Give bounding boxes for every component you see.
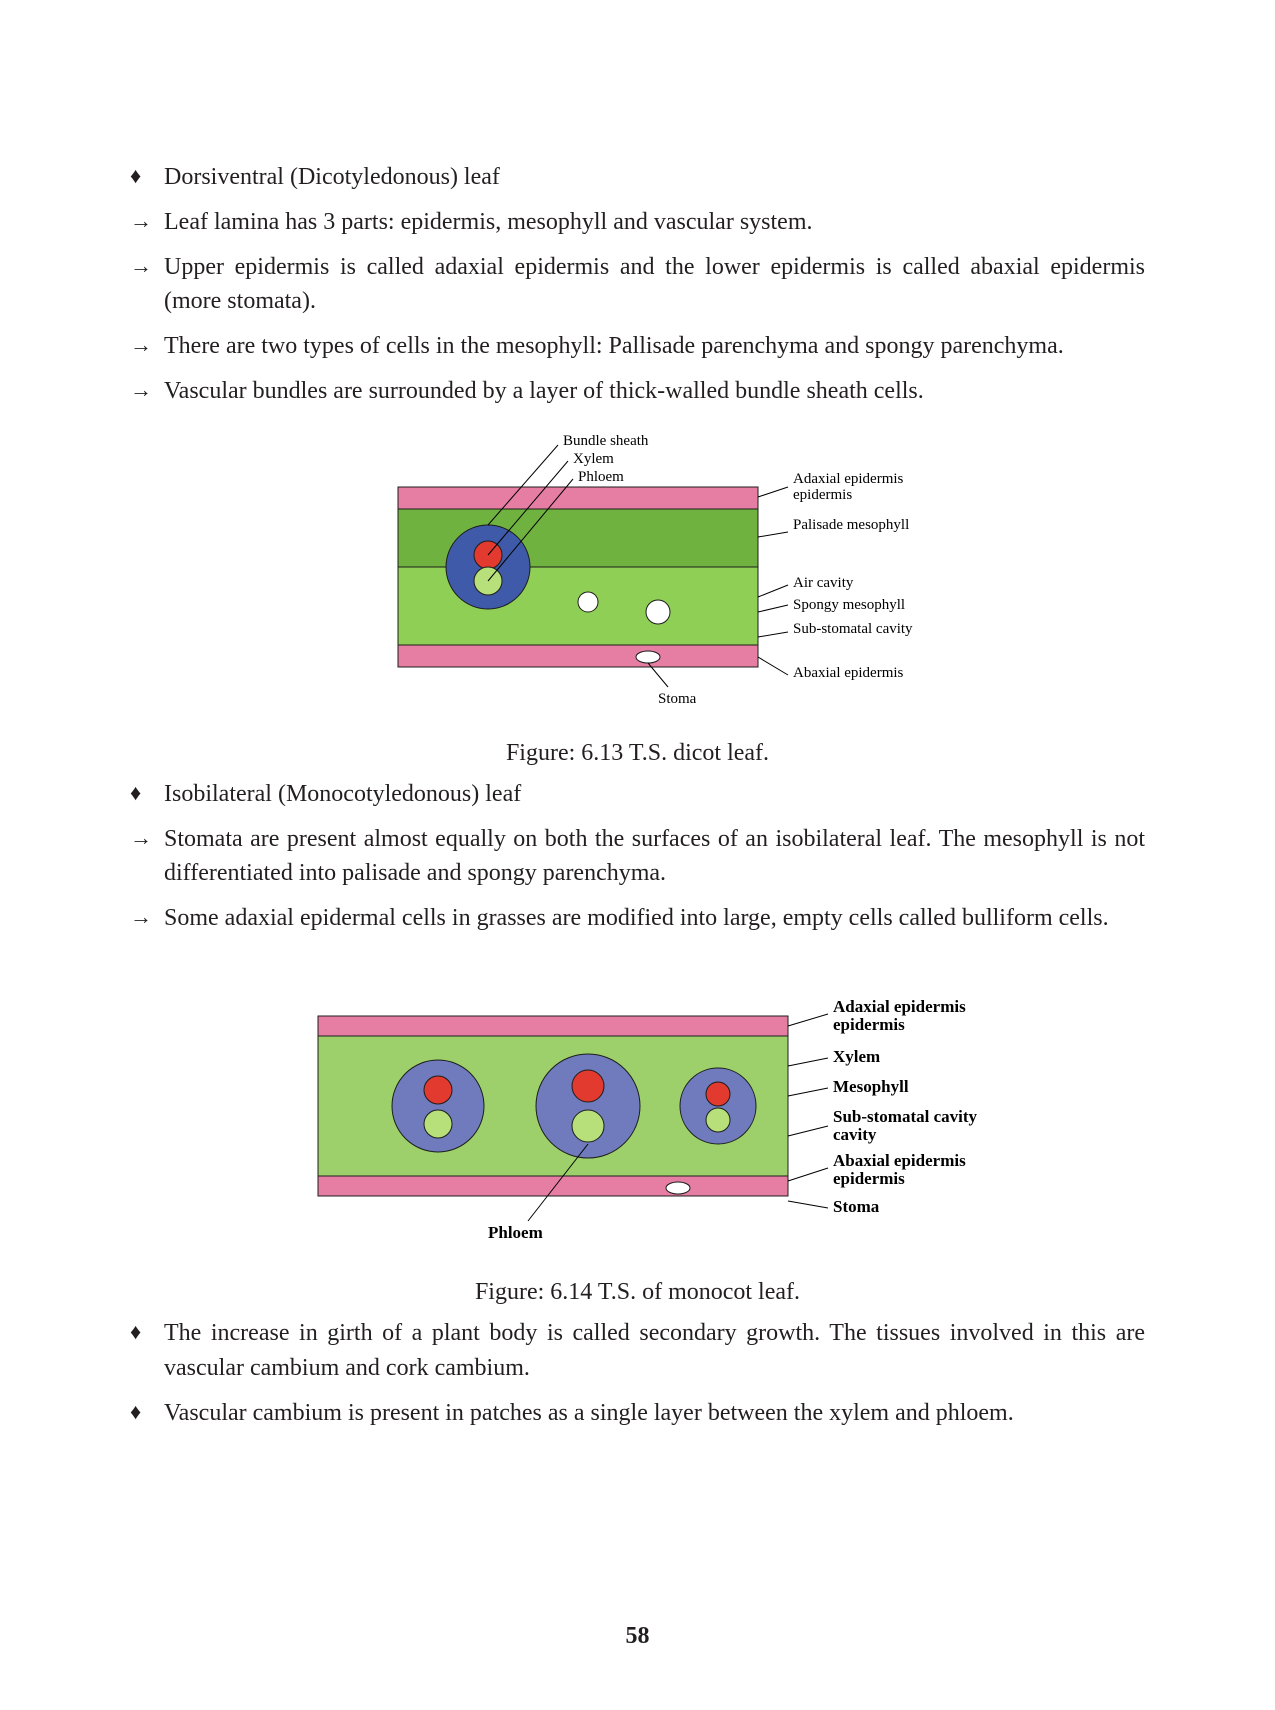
figure1-caption: Figure: 6.13 T.S. dicot leaf. xyxy=(130,740,1145,767)
figure-dicot-leaf: Bundle sheath Xylem Phloem Adaxial epide… xyxy=(130,427,1145,767)
label-air-cavity: Air cavity xyxy=(793,575,854,591)
bullet-text: Upper epidermis is called adaxial epider… xyxy=(164,250,1145,320)
bullet-text: Vascular cambium is present in patches a… xyxy=(164,1396,1145,1431)
label-palisade: Palisade mesophyll xyxy=(793,517,909,533)
label-adaxial: Adaxial epidermis xyxy=(793,471,904,487)
dicot-leaf-svg: Bundle sheath Xylem Phloem Adaxial epide… xyxy=(358,427,918,727)
label-xylem: Xylem xyxy=(833,1047,880,1066)
list-item: → Leaf lamina has 3 parts: epidermis, me… xyxy=(130,205,1145,240)
label-abaxial: Abaxial epidermis xyxy=(833,1151,966,1170)
bullet-marker: ♦ xyxy=(130,1396,164,1428)
label-stoma: Stoma xyxy=(833,1197,880,1216)
svg-text:epidermis: epidermis xyxy=(833,1169,905,1188)
figure2-caption: Figure: 6.14 T.S. of monocot leaf. xyxy=(130,1279,1145,1306)
label-abaxial: Abaxial epidermis xyxy=(793,665,904,681)
bullet-marker: ♦ xyxy=(130,777,164,809)
list-item: → Some adaxial epidermal cells in grasse… xyxy=(130,901,1145,936)
label-adaxial: Adaxial epidermis xyxy=(833,997,966,1016)
bullet-text: Stomata are present almost equally on bo… xyxy=(164,822,1145,892)
label-xylem: Xylem xyxy=(573,451,614,467)
page: ♦ Dorsiventral (Dicotyledonous) leaf → L… xyxy=(0,0,1275,1710)
bullets-top: ♦ Dorsiventral (Dicotyledonous) leaf → L… xyxy=(130,160,1145,409)
page-number: 58 xyxy=(0,1623,1275,1650)
bullet-marker: → xyxy=(130,374,164,406)
list-item: ♦ Vascular cambium is present in patches… xyxy=(130,1396,1145,1431)
list-item: → Stomata are present almost equally on … xyxy=(130,822,1145,892)
svg-text:epidermis: epidermis xyxy=(833,1015,905,1034)
svg-text:cavity: cavity xyxy=(833,1125,877,1144)
bullet-text: There are two types of cells in the meso… xyxy=(164,329,1145,364)
bullet-marker: ♦ xyxy=(130,1316,164,1348)
monocot-leaf-svg: Adaxial epidermis epidermis Xylem Mesoph… xyxy=(278,976,998,1256)
bullet-text: Leaf lamina has 3 parts: epidermis, meso… xyxy=(164,205,1145,240)
label-sub-stomatal: Sub-stomatal cavity xyxy=(833,1107,978,1126)
label-phloem: Phloem xyxy=(488,1223,543,1242)
bullet-text: Vascular bundles are surrounded by a lay… xyxy=(164,374,1145,409)
list-item: ♦ Isobilateral (Monocotyledonous) leaf xyxy=(130,777,1145,812)
list-item: → Upper epidermis is called adaxial epid… xyxy=(130,250,1145,320)
bullet-text: Isobilateral (Monocotyledonous) leaf xyxy=(164,777,1145,812)
list-item: ♦ The increase in girth of a plant body … xyxy=(130,1316,1145,1386)
bullet-marker: → xyxy=(130,250,164,282)
svg-text:epidermis: epidermis xyxy=(793,487,852,503)
figure-monocot-leaf: Adaxial epidermis epidermis Xylem Mesoph… xyxy=(130,976,1145,1306)
bullets-mid: ♦ Isobilateral (Monocotyledonous) leaf →… xyxy=(130,777,1145,936)
bullet-text: The increase in girth of a plant body is… xyxy=(164,1316,1145,1386)
bullet-marker: ♦ xyxy=(130,160,164,192)
label-stoma: Stoma xyxy=(658,691,697,707)
bullets-bottom: ♦ The increase in girth of a plant body … xyxy=(130,1316,1145,1430)
bullet-marker: → xyxy=(130,329,164,361)
bullet-text: Some adaxial epidermal cells in grasses … xyxy=(164,901,1145,936)
label-spongy: Spongy mesophyll xyxy=(793,597,905,613)
label-bundle-sheath: Bundle sheath xyxy=(563,433,649,449)
bullet-marker: → xyxy=(130,205,164,237)
label-phloem: Phloem xyxy=(578,469,624,485)
label-mesophyll: Mesophyll xyxy=(833,1077,909,1096)
bullet-marker: → xyxy=(130,901,164,933)
list-item: ♦ Dorsiventral (Dicotyledonous) leaf xyxy=(130,160,1145,195)
bullet-text: Dorsiventral (Dicotyledonous) leaf xyxy=(164,160,1145,195)
list-item: → There are two types of cells in the me… xyxy=(130,329,1145,364)
label-sub-stomatal: Sub-stomatal cavity xyxy=(793,621,913,637)
list-item: → Vascular bundles are surrounded by a l… xyxy=(130,374,1145,409)
bullet-marker: → xyxy=(130,822,164,854)
